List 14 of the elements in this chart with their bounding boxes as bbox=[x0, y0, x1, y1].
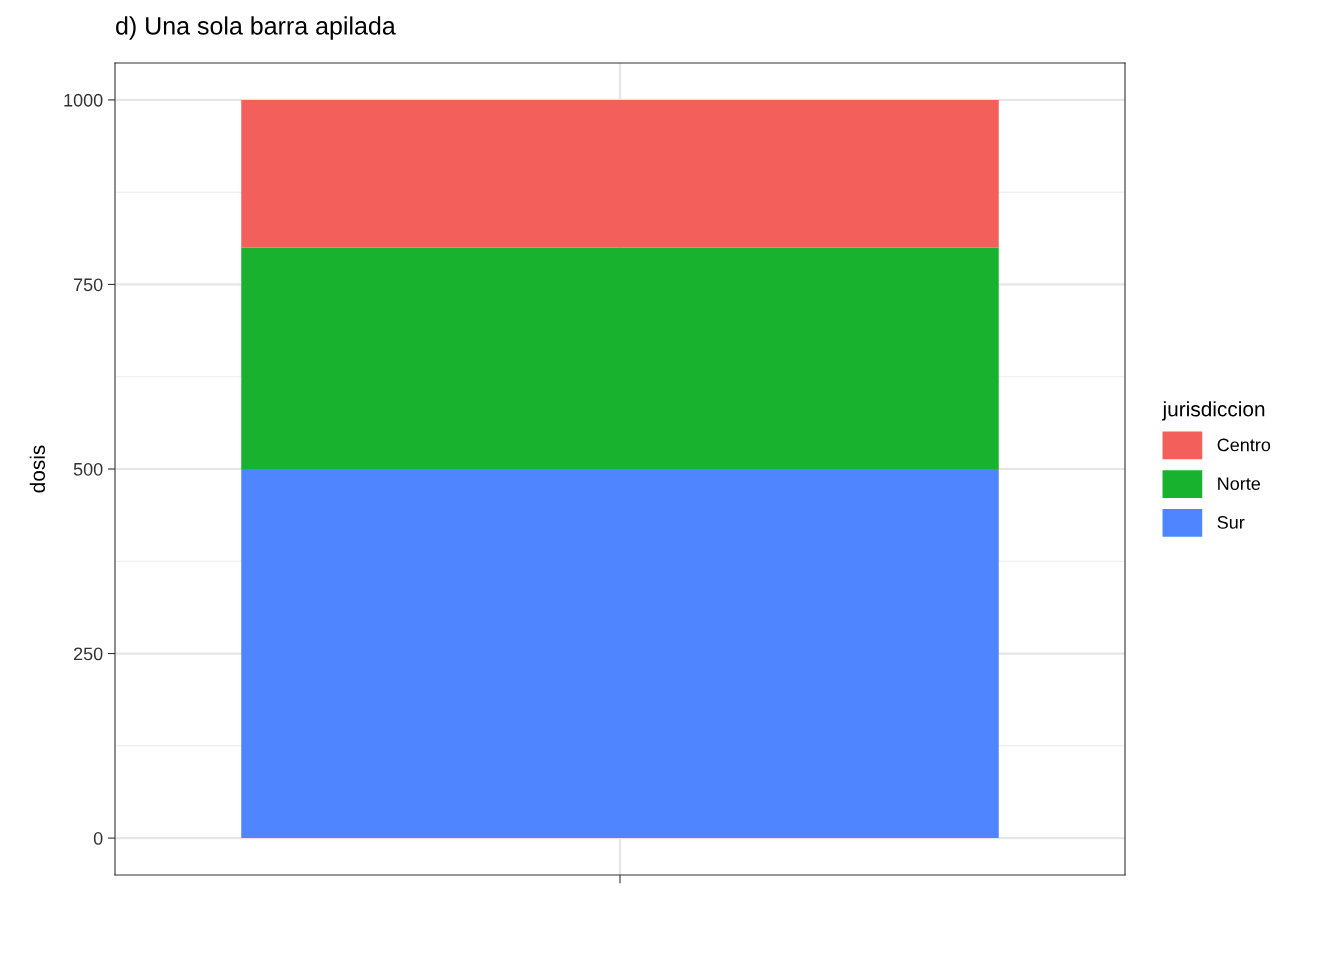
y-axis-title: dosis bbox=[29, 445, 46, 493]
bar bbox=[241, 99, 999, 248]
y-tick-label: 750 bbox=[74, 278, 103, 292]
legend-label: Centro bbox=[1217, 438, 1271, 452]
y-tick-label: 1000 bbox=[64, 93, 103, 107]
legend-label: Norte bbox=[1218, 477, 1261, 491]
legend-label: Sur bbox=[1217, 515, 1245, 529]
legend-title: jurisdiccion bbox=[1162, 401, 1265, 421]
bar bbox=[241, 247, 999, 469]
y-tick-label: 500 bbox=[73, 462, 103, 476]
y-tick-label: 0 bbox=[93, 832, 103, 845]
y-tick-label: 250 bbox=[73, 647, 103, 661]
chart-title: d) Una sola barra apilada bbox=[116, 16, 396, 40]
bar bbox=[241, 469, 999, 839]
